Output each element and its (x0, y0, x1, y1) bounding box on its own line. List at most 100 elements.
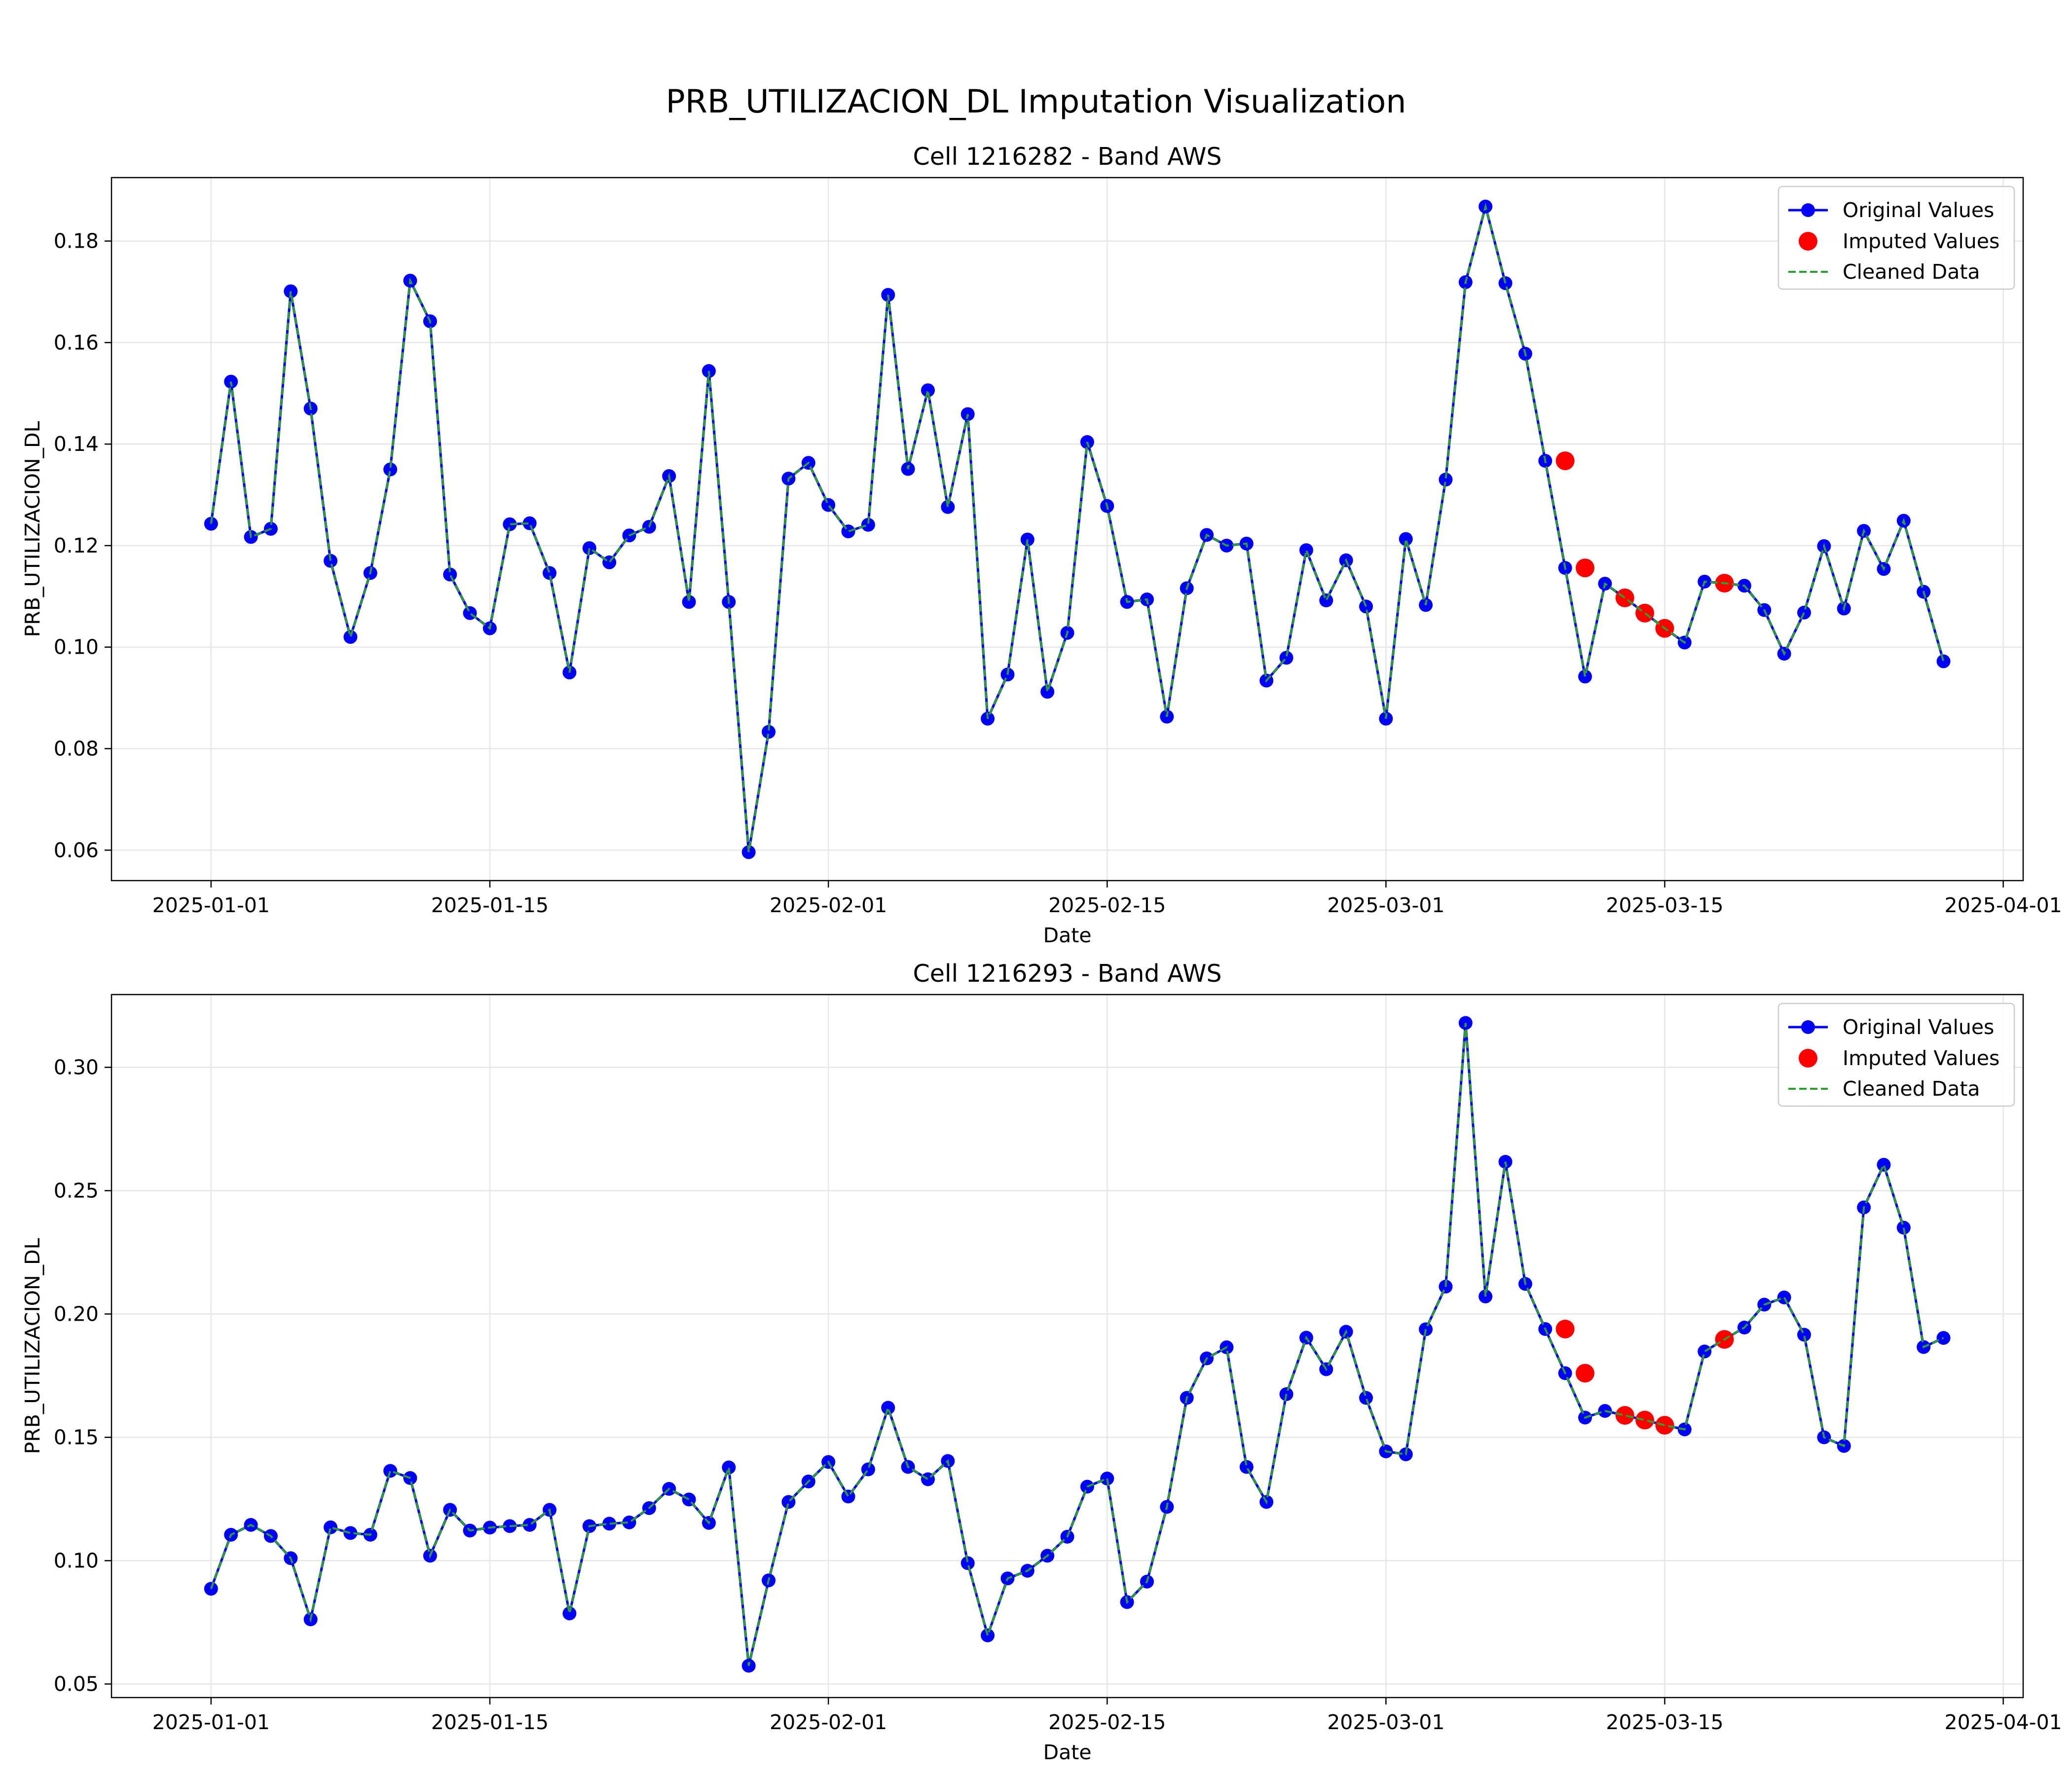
original-point (1578, 669, 1592, 684)
original-point (722, 1460, 736, 1475)
legend-imputed-marker (1799, 1049, 1817, 1068)
original-point (324, 554, 338, 568)
y-axis-label: PRB_UTILIZACION_DL (21, 421, 44, 637)
legend-box (1777, 1002, 2015, 1107)
original-point (861, 518, 875, 532)
original-point (443, 567, 457, 582)
y-axis-label: PRB_UTILIZACION_DL (21, 1238, 44, 1454)
chart-panel: 2025-01-01 2025-01-15 2025-02-01 2025-02-15… (21, 143, 2062, 947)
original-point (941, 500, 955, 514)
original-point (602, 1517, 617, 1531)
legend-original-marker (1801, 1020, 1815, 1034)
imputed-point (1615, 588, 1634, 607)
original-point (1877, 1158, 1891, 1172)
plot-frame (111, 177, 2024, 882)
y-tick-label: 0.10 (54, 1549, 99, 1573)
imputed-point (1615, 1406, 1634, 1425)
subplot-title: Cell 1216282 - Band AWS (913, 143, 1222, 171)
x-tick-label: 2025-03-15 (1606, 893, 1723, 917)
legend-imputed-marker (1799, 232, 1817, 251)
original-point (343, 1526, 358, 1540)
original-point (602, 555, 617, 569)
original-point (324, 1520, 338, 1534)
original-point (343, 630, 358, 644)
series-line-original (210, 1022, 1944, 1667)
x-tick-label: 2025-03-15 (1606, 1710, 1723, 1734)
y-tick-label: 0.12 (54, 534, 99, 557)
y-tick-label: 0.20 (54, 1302, 99, 1326)
original-point (881, 1401, 895, 1415)
x-tick-label: 2025-02-15 (1048, 893, 1166, 917)
y-tick-label: 0.08 (54, 737, 99, 760)
x-axis-label: Date (1043, 924, 1092, 947)
original-point (861, 1462, 875, 1477)
original-point (762, 725, 776, 739)
figure-title: PRB_UTILIZACION_DL Imputation Visualizat… (666, 83, 1406, 120)
imputed-point (1555, 1320, 1575, 1338)
original-point (1777, 1291, 1791, 1304)
original-point (1100, 1472, 1114, 1485)
original-point (522, 516, 537, 530)
x-tick-label: 2025-02-01 (770, 1710, 887, 1734)
original-point (1399, 532, 1413, 546)
legend-original-label: Original Values (1843, 1015, 1994, 1039)
legend-cleaned-label: Cleaned Data (1843, 1077, 1980, 1101)
y-tick-label: 0.16 (54, 331, 99, 354)
legend-imputed-label: Imputed Values (1843, 229, 1999, 253)
y-tick-label: 0.06 (54, 838, 99, 862)
original-point (1936, 1331, 1951, 1345)
original-point (1359, 599, 1373, 614)
original-point (682, 595, 696, 609)
original-point (921, 383, 935, 398)
original-point (1797, 1328, 1811, 1342)
x-tick-label: 2025-03-01 (1327, 893, 1444, 917)
x-tick-label: 2025-03-01 (1327, 1710, 1444, 1734)
original-point (1239, 1460, 1254, 1474)
series-line-cleaned (210, 202, 1945, 852)
original-point (1299, 543, 1313, 557)
legend-imputed-label: Imputed Values (1843, 1046, 1999, 1070)
original-point (383, 462, 398, 477)
original-point (841, 1489, 855, 1504)
imputed-point (1555, 451, 1575, 471)
x-tick-label: 2025-01-15 (431, 1710, 549, 1734)
x-tick-label: 2025-01-15 (431, 893, 549, 917)
y-tick-label: 0.25 (54, 1179, 99, 1203)
original-point (383, 1464, 398, 1478)
original-point (503, 517, 517, 531)
original-point (1936, 654, 1951, 668)
legend-cleaned-label: Cleaned Data (1843, 260, 1980, 284)
original-point (543, 566, 557, 580)
imputed-point (1575, 1364, 1594, 1383)
y-tick-label: 0.05 (54, 1672, 99, 1696)
y-tick-label: 0.30 (54, 1056, 99, 1079)
y-tick-label: 0.14 (54, 432, 99, 456)
imputed-point (1575, 558, 1594, 578)
x-tick-label: 2025-02-01 (770, 893, 887, 917)
subplot-title: Cell 1216293 - Band AWS (913, 960, 1222, 988)
series-line-cleaned (210, 1023, 1944, 1666)
panels: 2025-01-01 2025-01-15 2025-02-01 2025-02-15… (21, 143, 2062, 1764)
original-point (1896, 1221, 1911, 1235)
chart-panel: 2025-01-01 2025-01-15 2025-02-01 2025-02-15… (21, 960, 2062, 1764)
legend-box (1777, 185, 2015, 290)
original-point (562, 1606, 577, 1621)
original-point (981, 1628, 995, 1642)
y-tick-label: 0.15 (54, 1426, 99, 1449)
plot-frame (111, 994, 2024, 1699)
y-tick-label: 0.10 (54, 635, 99, 659)
legend: Original Values Imputed Values Cleaned Dat… (1777, 185, 2015, 290)
original-point (961, 1556, 975, 1570)
legend: Original Values Imputed Values Cleaned Dat… (1777, 1002, 2015, 1107)
x-tick-label: 2025-04-01 (1944, 893, 2062, 917)
original-point (1439, 473, 1453, 487)
x-tick-label: 2025-01-01 (152, 893, 270, 917)
original-point (1359, 1391, 1373, 1405)
x-tick-label: 2025-01-01 (152, 1710, 270, 1734)
y-tick-label: 0.18 (54, 229, 99, 253)
imputed-point (1635, 1410, 1655, 1430)
legend-original-marker (1801, 203, 1815, 217)
original-point (1319, 593, 1333, 608)
legend-original-label: Original Values (1843, 198, 1994, 222)
